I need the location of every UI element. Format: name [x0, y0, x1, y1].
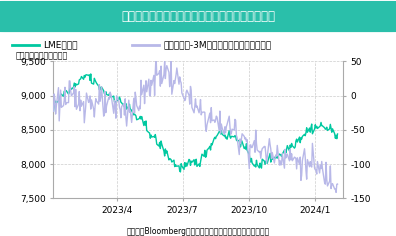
Text: キャッシュ-3M（現先）スプレッド（右）: キャッシュ-3M（現先）スプレッド（右） [163, 40, 271, 49]
Text: 需要増期待、供給不安に反して銅地金需給は緩い: 需要増期待、供給不安に反して銅地金需給は緩い [121, 10, 275, 23]
Text: （出所：Bloombergより住友商事グローバルリサーチ作成）: （出所：Bloombergより住友商事グローバルリサーチ作成） [126, 227, 270, 236]
Text: LME銅先物: LME銅先物 [43, 40, 77, 49]
Text: （両軸共にドル／トン）: （両軸共にドル／トン） [16, 51, 68, 60]
FancyBboxPatch shape [0, 1, 396, 32]
